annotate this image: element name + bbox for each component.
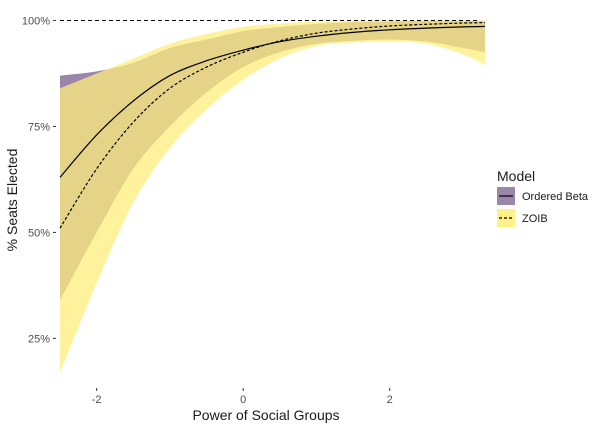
legend-entry-zoib: ZOIB (497, 209, 548, 227)
x-axis: -2 0 2 (92, 388, 393, 406)
ribbon-zoib (60, 20, 485, 373)
y-tick-label: 50% (28, 227, 50, 239)
x-axis-title: Power of Social Groups (192, 407, 339, 423)
y-axis: 25% 50% 75% 100% (22, 15, 56, 345)
legend: Model Ordered Beta ZOIB (497, 168, 589, 227)
y-tick-label: 25% (28, 333, 50, 345)
y-axis-title: % Seats Elected (4, 149, 20, 252)
x-tick-label: 0 (240, 394, 246, 406)
ribbon-layer (60, 20, 485, 373)
line-layer (59, 19, 486, 229)
legend-title: Model (497, 168, 535, 184)
x-tick-label: 2 (387, 394, 393, 406)
legend-label-ordered-beta: Ordered Beta (522, 191, 589, 203)
mean-line-zoib (59, 22, 486, 229)
y-tick-label: 75% (28, 121, 50, 133)
legend-entry-ordered-beta: Ordered Beta (497, 187, 589, 205)
legend-label-zoib: ZOIB (522, 213, 548, 225)
y-tick-label: 100% (22, 15, 50, 27)
x-tick-label: -2 (92, 394, 102, 406)
mean-line-ordered-beta (59, 25, 486, 178)
